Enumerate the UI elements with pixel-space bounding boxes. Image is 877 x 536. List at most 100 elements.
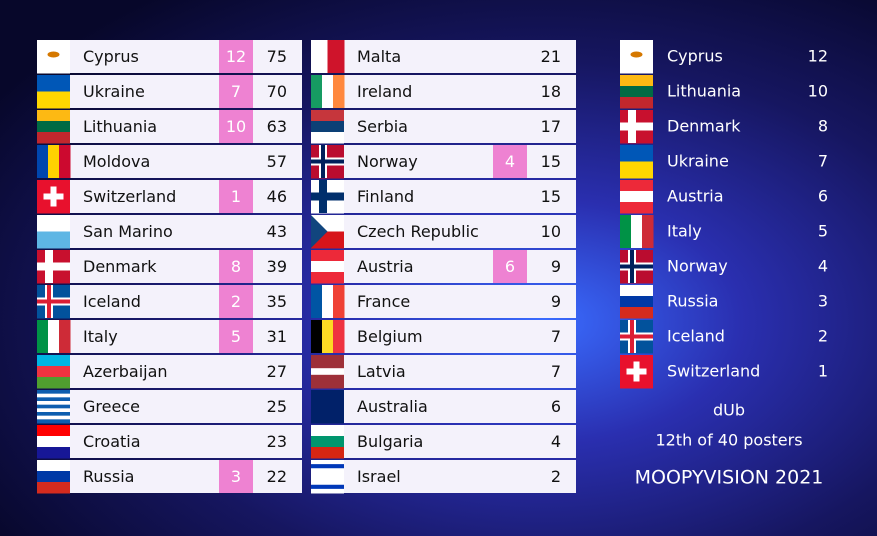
total: 10 xyxy=(541,222,561,241)
points: 5 xyxy=(818,222,828,241)
row xyxy=(37,425,302,458)
total: 57 xyxy=(267,152,287,171)
row xyxy=(37,40,302,73)
row xyxy=(37,250,302,283)
country-name: Italy xyxy=(667,222,702,241)
flag xyxy=(311,75,323,108)
row xyxy=(311,250,576,283)
flag xyxy=(620,191,653,203)
flag xyxy=(37,436,70,448)
row xyxy=(311,425,576,458)
flag xyxy=(37,425,70,437)
total: 35 xyxy=(267,292,287,311)
points-box xyxy=(219,75,253,108)
flag xyxy=(620,97,653,109)
row xyxy=(37,355,302,388)
flag xyxy=(620,75,653,87)
row xyxy=(37,180,302,213)
flag xyxy=(620,145,653,162)
event-title: MOOPYVISION 2021 xyxy=(635,467,824,489)
total: 63 xyxy=(267,117,287,136)
flag xyxy=(311,110,344,122)
country-name: Denmark xyxy=(667,117,741,136)
flag xyxy=(37,471,70,483)
country-name: Iceland xyxy=(667,327,725,346)
flag xyxy=(37,355,70,367)
points: 5 xyxy=(231,327,241,346)
flag xyxy=(37,320,49,353)
row xyxy=(311,180,576,213)
flag xyxy=(327,40,345,73)
row xyxy=(37,320,302,353)
flag xyxy=(37,377,70,389)
flag xyxy=(37,75,70,92)
flag xyxy=(37,397,70,402)
row xyxy=(311,460,576,493)
flag xyxy=(37,215,70,232)
flag xyxy=(630,51,643,58)
country-name: Lithuania xyxy=(83,117,157,136)
flag xyxy=(322,75,334,108)
country-name: Latvia xyxy=(357,362,406,381)
country-name: Norway xyxy=(667,257,728,276)
flag xyxy=(311,215,328,248)
flag xyxy=(311,272,344,284)
flag xyxy=(37,404,70,409)
points-box xyxy=(219,40,253,73)
flag xyxy=(631,215,643,248)
country-name: Azerbaijan xyxy=(83,362,168,381)
flag xyxy=(311,390,344,424)
country-name: Norway xyxy=(357,152,418,171)
points: 6 xyxy=(818,187,828,206)
country-name: France xyxy=(357,292,410,311)
total: 15 xyxy=(541,152,561,171)
country-name: Lithuania xyxy=(667,82,741,101)
row xyxy=(311,40,576,73)
flag xyxy=(642,215,654,248)
country-name: Austria xyxy=(667,187,724,206)
flag xyxy=(311,468,344,473)
flag xyxy=(311,261,344,273)
flag xyxy=(47,51,60,58)
total: 39 xyxy=(267,257,287,276)
total: 6 xyxy=(551,397,561,416)
total: 23 xyxy=(267,432,287,451)
country-name: Australia xyxy=(357,397,428,416)
total: 25 xyxy=(267,397,287,416)
total: 70 xyxy=(267,82,287,101)
row xyxy=(311,285,576,318)
flag xyxy=(311,476,344,482)
flag xyxy=(311,159,344,164)
country-name: Switzerland xyxy=(667,362,760,381)
flag xyxy=(311,121,344,133)
flag xyxy=(37,408,70,413)
flag xyxy=(59,320,71,353)
country-name: Cyprus xyxy=(667,47,723,66)
flag xyxy=(311,484,344,490)
points-box xyxy=(219,110,253,143)
country-name: Ireland xyxy=(357,82,412,101)
points: 7 xyxy=(818,152,828,171)
flag xyxy=(620,161,653,179)
flag xyxy=(311,40,328,73)
row xyxy=(37,390,302,423)
flag xyxy=(620,285,653,297)
flag xyxy=(311,480,344,486)
points-box xyxy=(493,145,527,178)
country-name: Russia xyxy=(83,467,134,486)
total: 17 xyxy=(541,117,561,136)
row xyxy=(37,285,302,318)
flag xyxy=(37,231,70,249)
total: 2 xyxy=(551,467,561,486)
country-name: Serbia xyxy=(357,117,408,136)
flag xyxy=(43,193,64,200)
total: 15 xyxy=(541,187,561,206)
country-name: Belgium xyxy=(357,327,423,346)
points: 4 xyxy=(818,257,828,276)
voter: dUb xyxy=(713,401,745,420)
country-name: Switzerland xyxy=(83,187,176,206)
total: 7 xyxy=(551,362,561,381)
points: 6 xyxy=(505,257,515,276)
row xyxy=(37,460,302,493)
flag xyxy=(37,415,70,420)
